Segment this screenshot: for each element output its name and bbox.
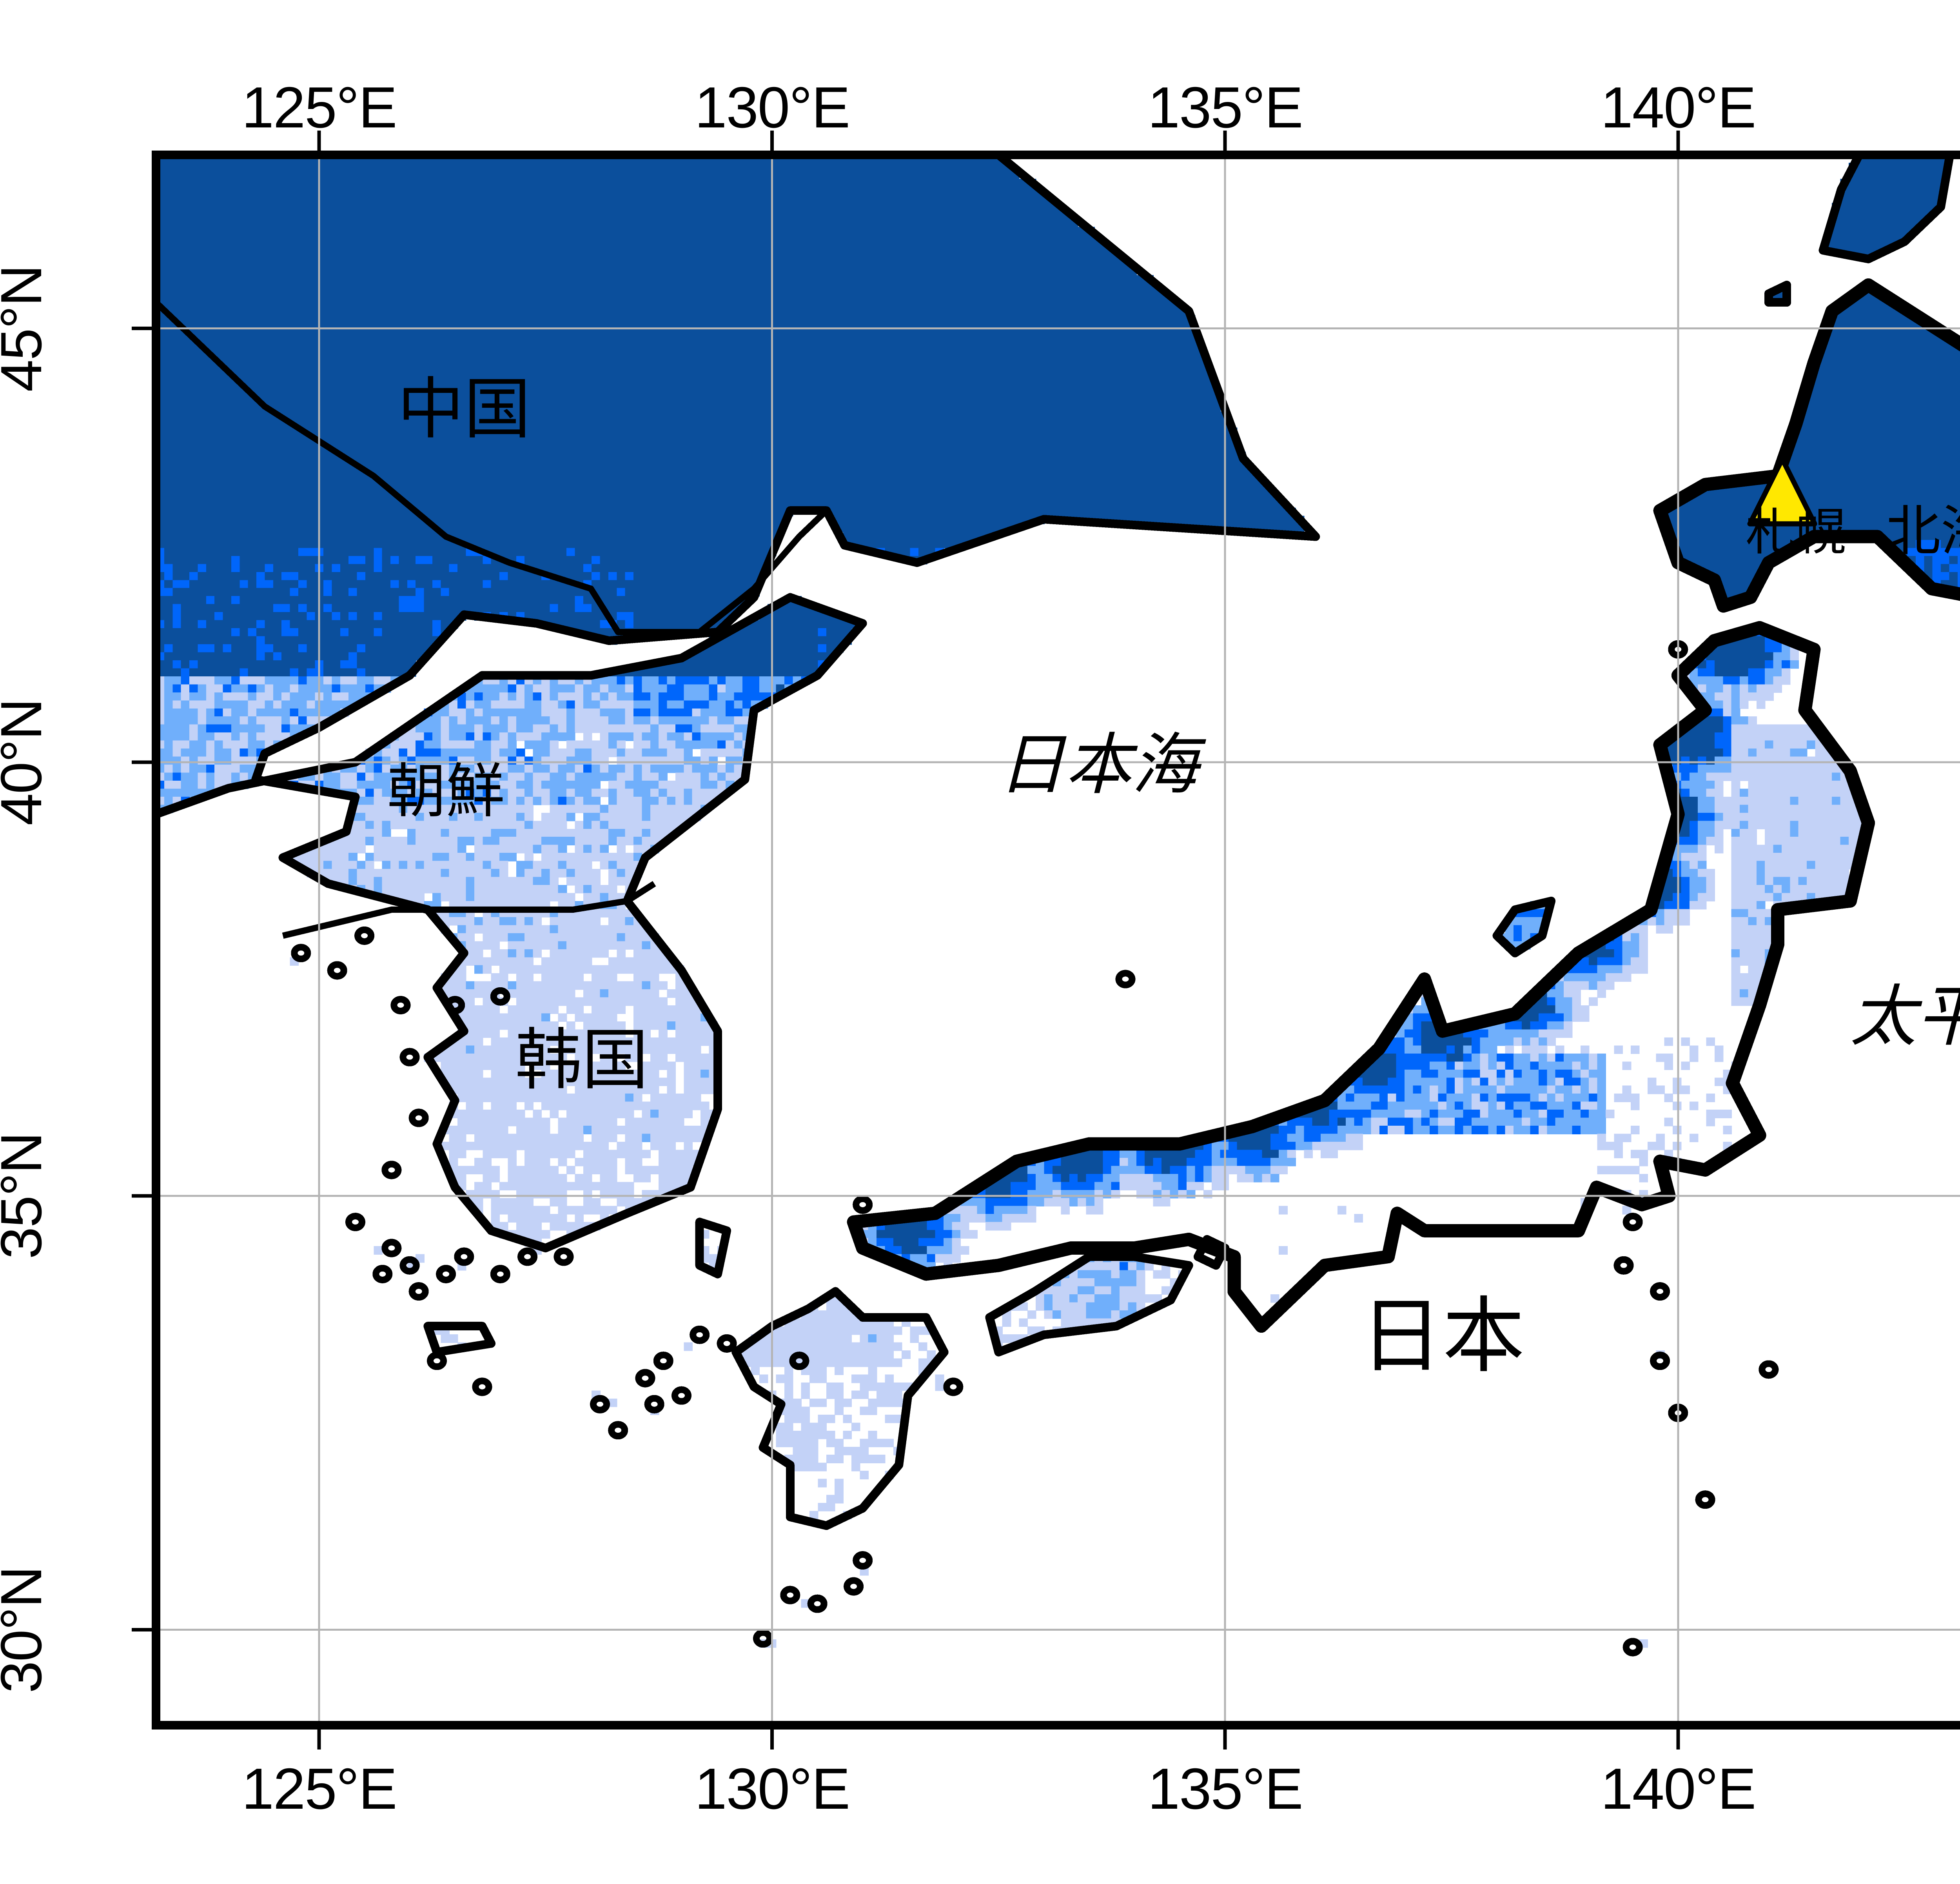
map-label-china: 中国 <box>397 376 531 443</box>
axis-tick-left-30: 30°N <box>0 1520 55 1740</box>
axis-tick-bottom-135: 135°E <box>1115 1756 1335 1822</box>
axis-tick-bottom-140: 140°E <box>1568 1756 1788 1822</box>
axis-tick-top-130: 130°E <box>662 74 882 141</box>
axis-tick-top-140: 140°E <box>1568 74 1788 141</box>
axis-tick-top-125: 125°E <box>209 74 429 141</box>
axis-tick-bottom-125: 125°E <box>209 1756 429 1822</box>
map-label-pacific-ocean: 太平洋 <box>1850 984 1960 1050</box>
axis-tick-left-35: 35°N <box>0 1086 55 1306</box>
map-label-north-korea: 朝鮮 <box>387 763 505 821</box>
axis-tick-top-135: 135°E <box>1115 74 1335 141</box>
map-label-sea-of-japan: 日本海 <box>998 732 1198 799</box>
axis-tick-left-45: 45°N <box>0 219 55 438</box>
axis-tick-left-40: 40°N <box>0 652 55 872</box>
map-label-hokkaido: 北海道 <box>1886 505 1960 560</box>
map-label-sapporo: 札幌 <box>1746 507 1846 558</box>
map-label-south-korea: 韩国 <box>515 1027 648 1094</box>
map-label-japan: 日本 <box>1360 1296 1525 1378</box>
axis-tick-bottom-130: 130°E <box>662 1756 882 1822</box>
